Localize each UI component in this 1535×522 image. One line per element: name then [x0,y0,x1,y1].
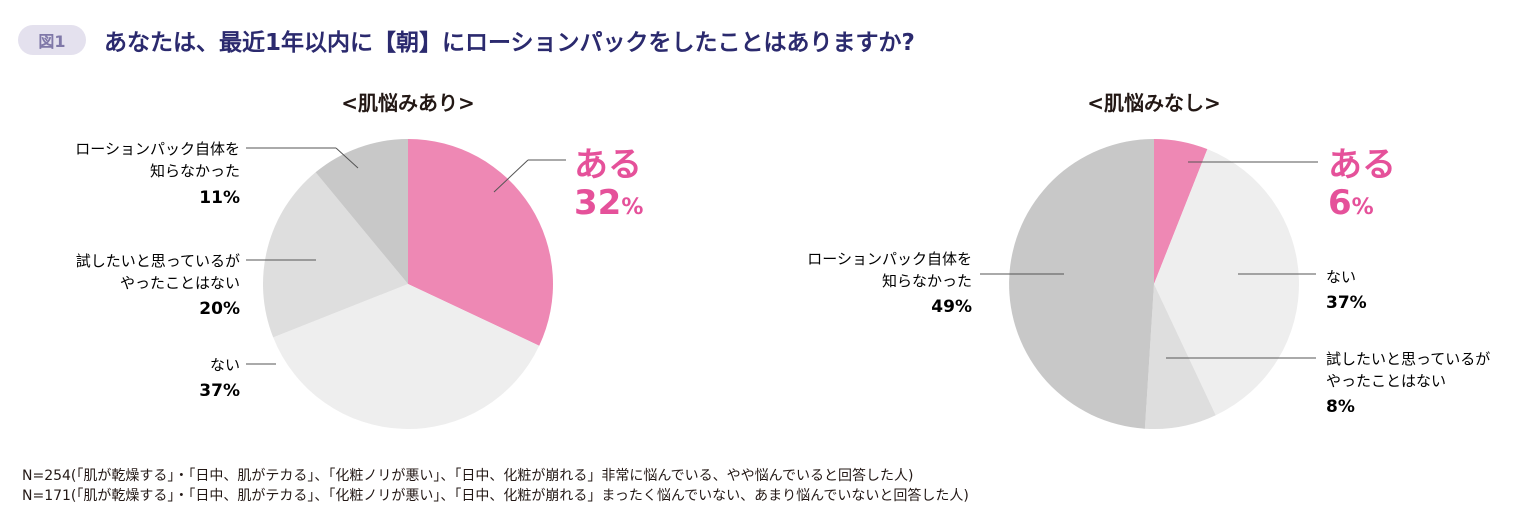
slice-value: 37% [199,381,240,401]
figure-header: 図1 あなたは、最近1年以内に【朝】にローションパックをしたことはありますか? [18,24,915,56]
figure-title: あなたは、最近1年以内に【朝】にローションパックをしたことはありますか? [104,30,915,56]
chart-title: <肌悩みなし> [1087,91,1221,115]
pie-slice-aru [408,139,554,346]
slice-label-line1: 試したいと思っているが [76,252,240,270]
leader-line [335,147,359,169]
slice-value: 37% [1326,293,1367,313]
slice-value: 49% [931,297,972,317]
pie-chart-without-concerns: <肌悩みなし> ある 6% ない 37% 試したいと思っているが やったことはな… [807,91,1490,429]
pie-slice-nai [273,284,540,430]
slice-label-aru: ある [1328,145,1396,185]
footnote-n171: N=171(「肌が乾燥する」・「日中、肌がテカる」、「化粧ノリが悪い」、「日中、… [22,488,969,504]
chart-title: <肌悩みあり> [341,91,475,115]
slice-value: 8% [1326,397,1355,417]
slice-label-line1: ローションパック自体を [807,250,972,268]
footnotes: N=254(「肌が乾燥する」・「日中、肌がテカる」、「化粧ノリが悪い」、「日中、… [22,466,969,506]
footnote-n254: N=254(「肌が乾燥する」・「日中、肌がテカる」、「化粧ノリが悪い」、「日中、… [22,468,914,484]
pie-slice-tameshitai [1144,284,1216,429]
slice-label-line1: 試したいと思っているが [1326,350,1490,368]
slice-value-aru: 32% [574,183,643,223]
slice-label-aru: ある [574,145,642,185]
slice-label-line1: ローションパック自体を [75,140,240,158]
slice-label-line2: 知らなかった [882,272,972,290]
slice-label-line2: やったことはない [120,274,240,292]
leader-line [493,159,529,193]
slice-label: ない [210,356,240,374]
slice-value-aru: 6% [1328,183,1374,223]
pie-slice-shiranakatta [315,139,408,284]
pie-chart-with-concerns: <肌悩みあり> ある 32% ローションパック自体を 知らなかった 11% 試し… [75,91,643,430]
pie-slice-tameshitai [262,172,408,338]
pie-charts: <肌悩みあり> ある 32% ローションパック自体を 知らなかった 11% 試し… [75,91,1490,430]
pie-slice-aru [1154,138,1208,284]
slice-label: ない [1326,268,1356,286]
slice-label-line2: 知らなかった [150,162,240,180]
slice-label-line2: やったことはない [1326,372,1446,390]
pie-slice-nai [1154,149,1300,416]
figure-badge: 図1 [18,25,86,55]
pie-slice-shiranakatta [1009,139,1154,429]
slice-value: 11% [199,188,240,208]
slice-value: 20% [199,299,240,319]
